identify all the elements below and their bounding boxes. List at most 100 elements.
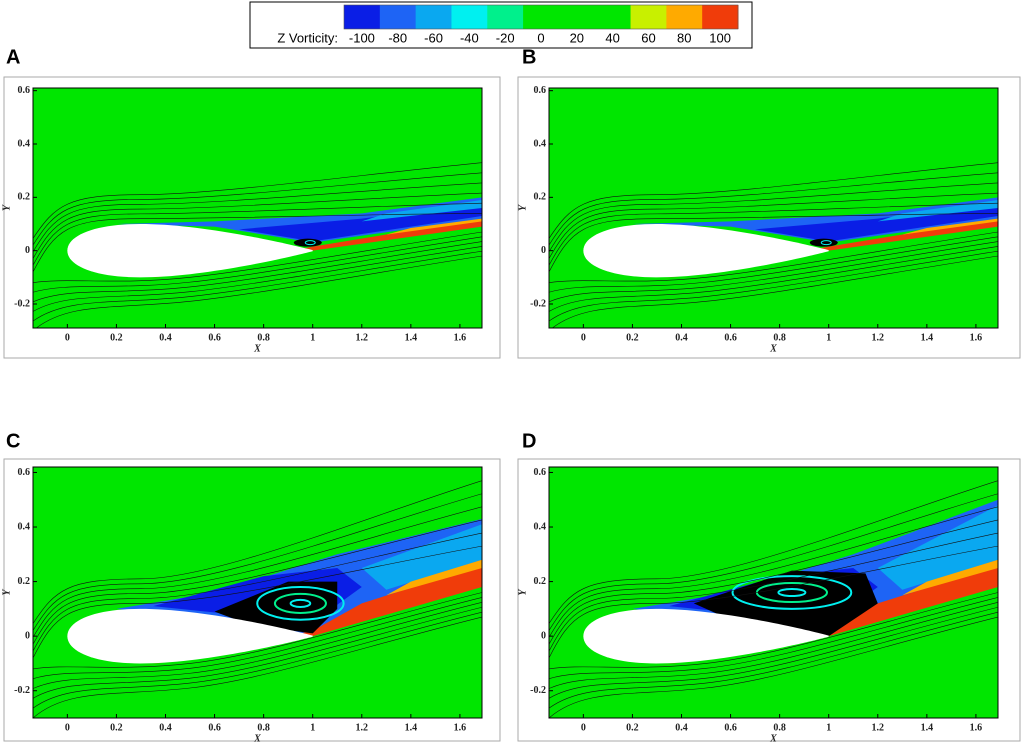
- panel-frame: [3, 76, 501, 359]
- streamline: [33, 545, 482, 659]
- wake-upper: [632, 197, 998, 243]
- color-level-label: -80: [388, 30, 407, 45]
- vortex-ring: [289, 598, 312, 608]
- x-tick-label: 0.2: [110, 722, 123, 733]
- streamline: [549, 480, 998, 624]
- plot-border: [32, 87, 483, 329]
- plot-border: [548, 87, 999, 329]
- x-tick-label: 0.4: [675, 332, 688, 343]
- streamline: [549, 250, 998, 322]
- wake-lower: [902, 218, 998, 235]
- wake-upper: [116, 197, 482, 243]
- streamline: [549, 241, 998, 303]
- x-tick-label: 1.2: [872, 722, 885, 733]
- streamline: [549, 616, 998, 718]
- vortex-core: [304, 240, 316, 246]
- y-tick-label: 0: [25, 630, 30, 641]
- streamline: [33, 250, 482, 322]
- y-tick-label: 0: [541, 630, 546, 641]
- airfoil: [67, 223, 313, 278]
- panel-label: C: [6, 430, 20, 452]
- color-level-label: -100: [349, 30, 375, 45]
- color-swatch: [558, 5, 596, 29]
- streamline: [549, 182, 998, 252]
- y-tick-label: -0.2: [14, 298, 30, 309]
- streamline: [33, 597, 482, 680]
- streamline: [549, 236, 998, 293]
- x-tick-label: 0.2: [626, 332, 639, 343]
- y-tick-label: 0.2: [18, 192, 31, 203]
- streamline: [33, 532, 482, 652]
- x-tick-label: 0.6: [724, 332, 737, 343]
- x-tick-label: 0.8: [257, 722, 270, 733]
- y-tick-label: 0.4: [18, 138, 31, 149]
- vortex: [809, 238, 838, 247]
- color-level-label: 0: [537, 30, 544, 45]
- streamline: [33, 480, 482, 624]
- x-tick-label: 1: [826, 332, 831, 343]
- panel-label: D: [522, 430, 536, 452]
- x-tick-label: 0.4: [159, 722, 172, 733]
- x-tick-label: 1.4: [921, 332, 934, 343]
- x-tick-label: 0.2: [626, 722, 639, 733]
- wake-upper: [877, 505, 998, 590]
- color-swatch: [344, 5, 381, 29]
- vortex-ring: [777, 587, 807, 598]
- y-tick-label: 0.6: [534, 85, 547, 96]
- streamline: [549, 213, 998, 273]
- flow-field: [549, 467, 998, 718]
- x-axis-label: X: [253, 343, 261, 354]
- vortex: [293, 238, 322, 247]
- colorbar-border: [343, 4, 739, 30]
- y-tick-label: 0.4: [534, 138, 547, 149]
- color-level-label: -20: [496, 30, 515, 45]
- flow-field: [33, 88, 482, 328]
- streamline: [549, 162, 998, 239]
- x-tick-label: 0.4: [675, 722, 688, 733]
- y-tick-label: 0: [541, 245, 546, 256]
- color-swatch: [487, 5, 524, 29]
- x-tick-label: 1.4: [405, 722, 418, 733]
- color-level-label: 60: [641, 30, 655, 45]
- x-tick-label: 0: [65, 722, 70, 733]
- streamline: [549, 246, 998, 312]
- airfoil: [583, 608, 829, 664]
- wake-lower: [386, 218, 482, 235]
- y-axis-label: Y: [517, 589, 528, 596]
- x-axis-label: X: [769, 343, 777, 354]
- color-swatch: [666, 5, 703, 29]
- streamline: [33, 611, 482, 709]
- x-tick-label: 1.6: [970, 722, 983, 733]
- x-tick-label: 0.6: [724, 722, 737, 733]
- x-tick-label: 0.4: [159, 332, 172, 343]
- y-axis-label: Y: [1, 589, 12, 596]
- panel-label: B: [522, 46, 536, 68]
- color-swatch: [451, 5, 488, 29]
- panel-frame: [3, 458, 501, 742]
- x-tick-label: 0.2: [110, 332, 123, 343]
- streamline: [33, 602, 482, 689]
- x-tick-label: 0.8: [773, 722, 786, 733]
- y-tick-label: 0.2: [534, 576, 547, 587]
- vortex-core: [820, 240, 832, 246]
- color-level-label: -40: [460, 30, 479, 45]
- color-swatch: [630, 5, 667, 29]
- x-tick-label: 1.4: [921, 722, 934, 733]
- streamline: [549, 192, 998, 259]
- y-tick-label: 0.2: [534, 192, 547, 203]
- color-swatch: [415, 5, 452, 29]
- x-tick-label: 1.6: [454, 722, 467, 733]
- streamline: [549, 611, 998, 709]
- streamline: [549, 545, 998, 659]
- y-tick-label: 0.4: [534, 521, 547, 532]
- streamline: [549, 493, 998, 631]
- streamline: [33, 241, 482, 303]
- color-swatch: [594, 5, 632, 29]
- color-swatch: [702, 5, 739, 29]
- y-tick-label: -0.2: [530, 298, 546, 309]
- x-tick-label: 1.2: [872, 332, 885, 343]
- x-tick-label: 1: [826, 722, 831, 733]
- vortex-ring: [256, 586, 345, 621]
- x-axis-label: X: [253, 733, 261, 742]
